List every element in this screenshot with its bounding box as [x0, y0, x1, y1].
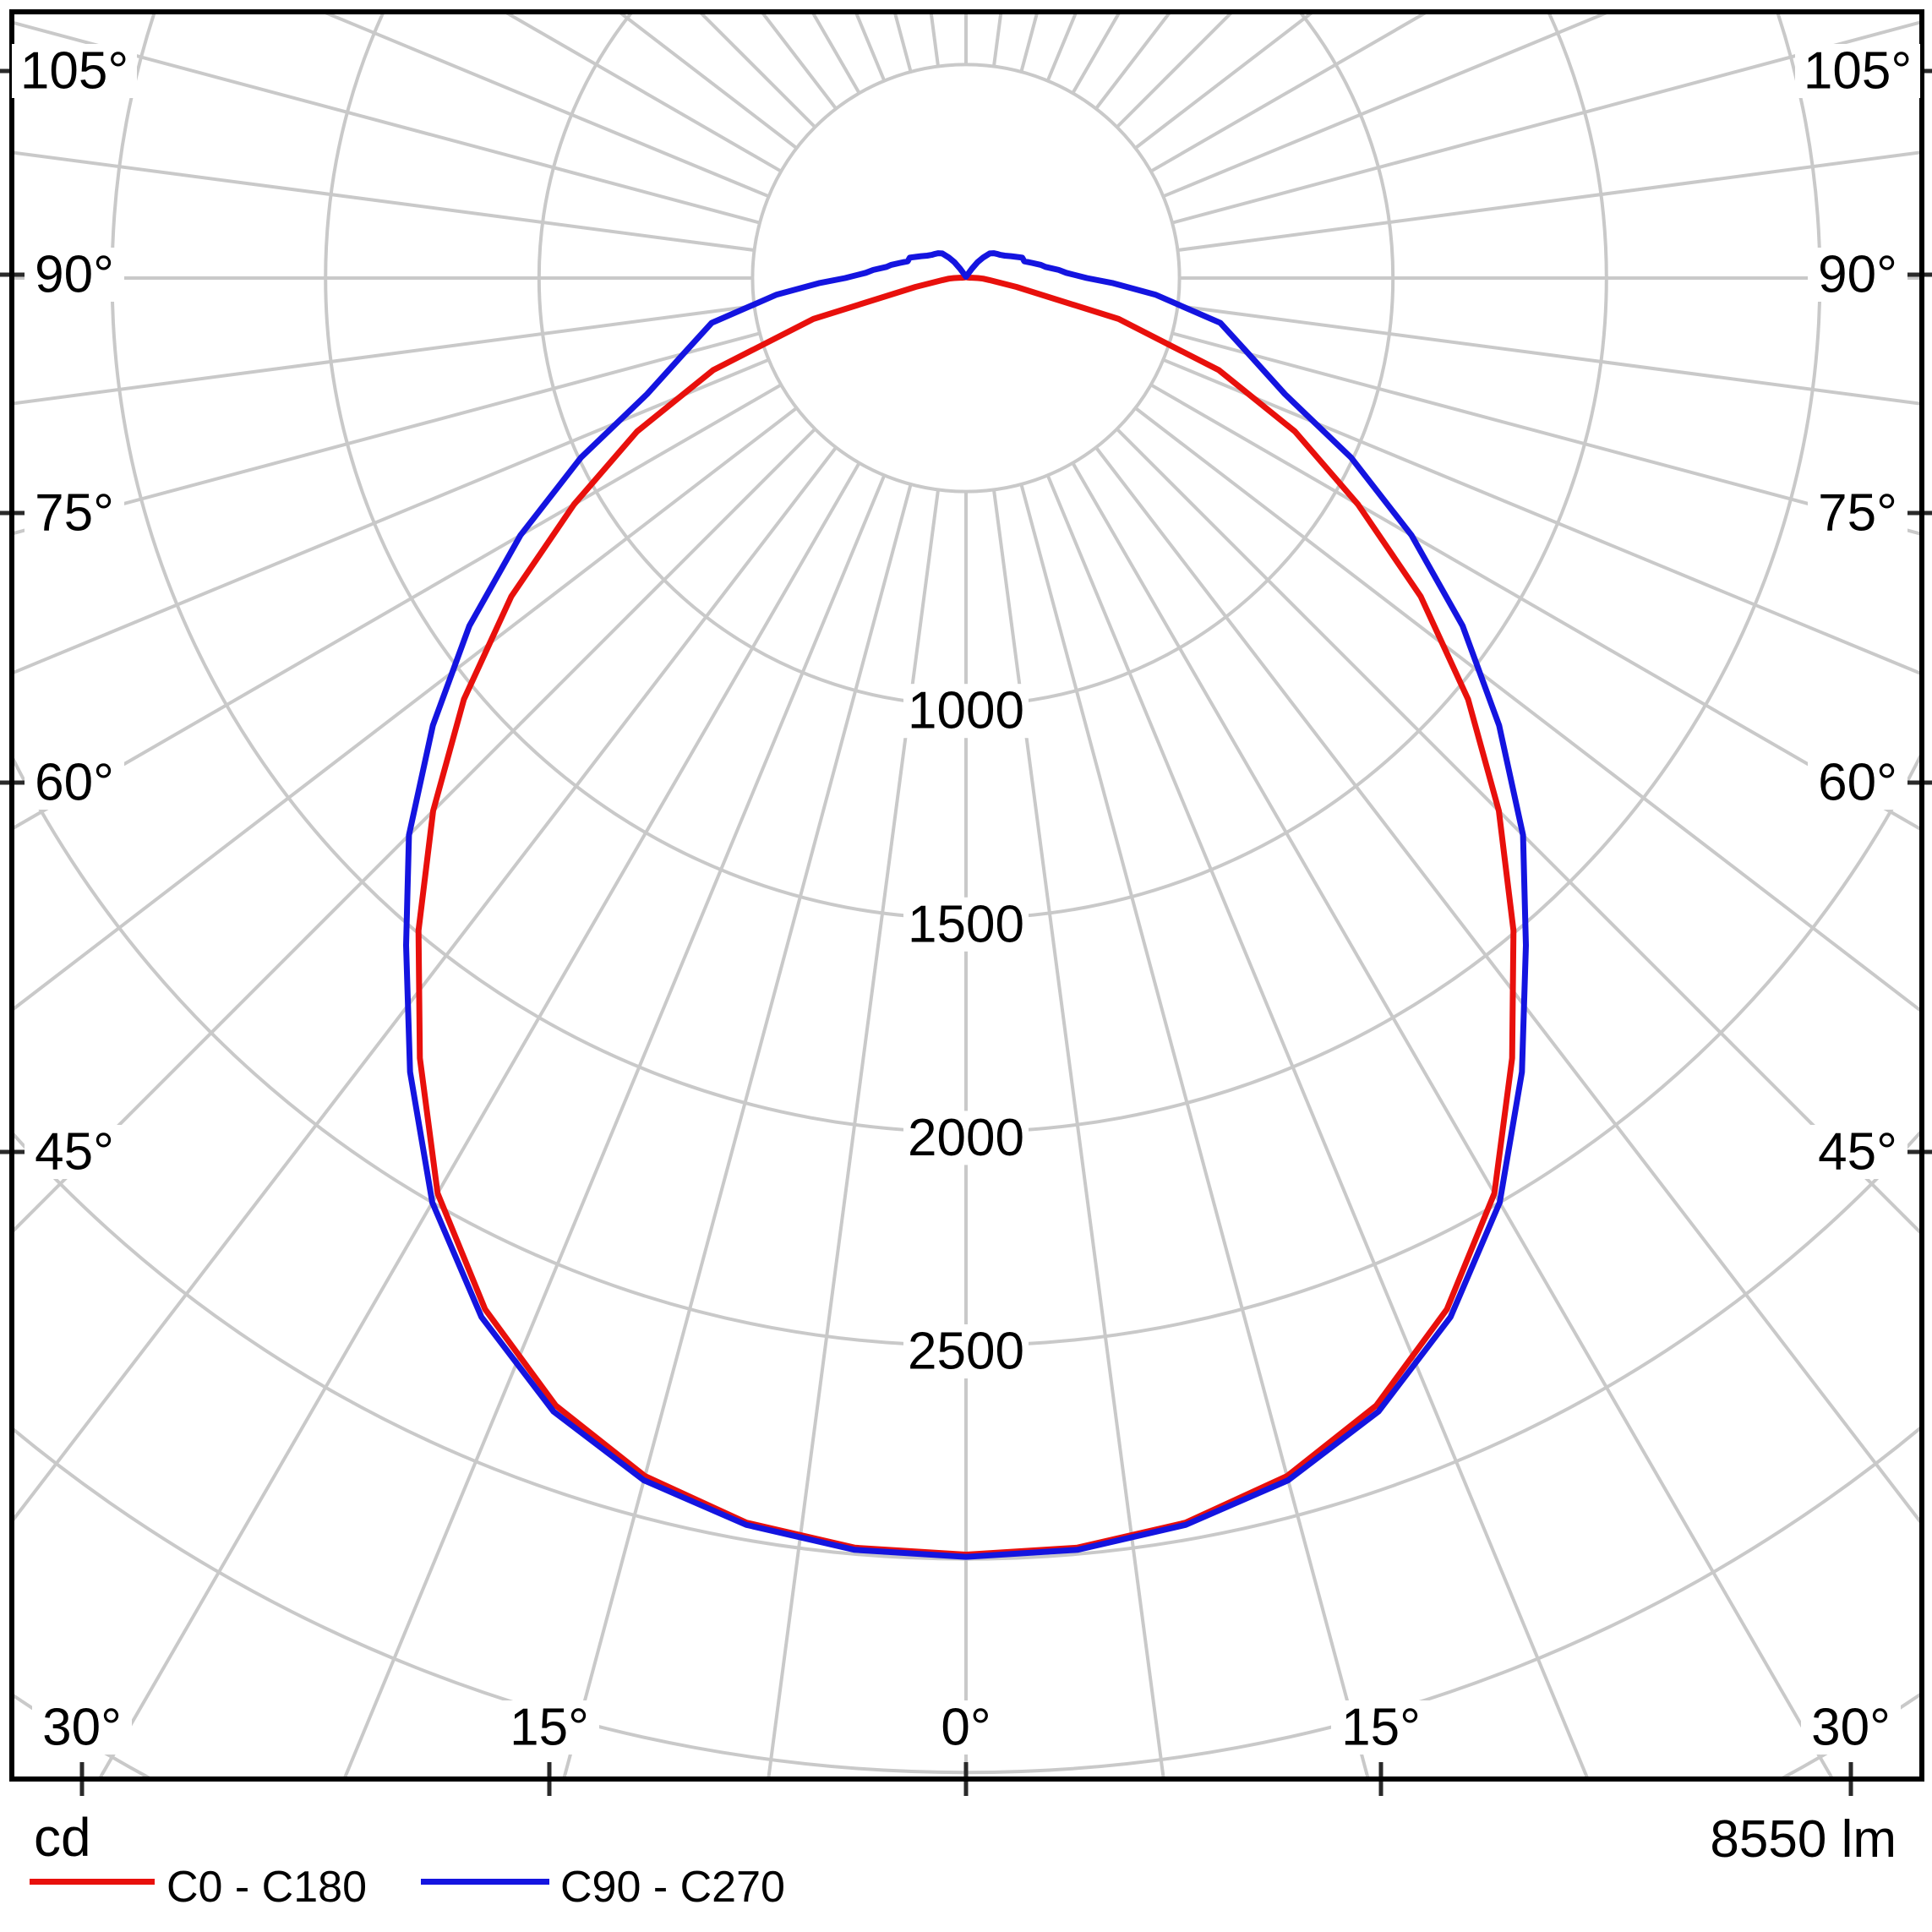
- angle-label-bottom-4-30-text: 30°: [1811, 1699, 1891, 1757]
- grid-radial-line: [97, 461, 861, 1779]
- grid-radial-line: [1134, 407, 1922, 1014]
- grid-ring-500: [750, 63, 1182, 494]
- ring-label-2500: 2500: [903, 1323, 1029, 1381]
- angle-label-right-105: 105°: [1795, 42, 1920, 101]
- angle-label-left-45-text: 45°: [35, 1123, 114, 1182]
- angle-label-left-75-text: 75°: [35, 484, 114, 543]
- angle-label-bottom-1-15: 15°: [499, 1699, 599, 1757]
- angle-label-left-105-bg: [12, 44, 137, 98]
- angle-label-bottom-2-0-bg: [929, 1700, 1003, 1755]
- ring-label-1000-text: 1000: [908, 682, 1024, 740]
- legend-swatch-c0-c180: [30, 1879, 155, 1885]
- angle-label-bottom-2-0-text: 0°: [941, 1699, 991, 1757]
- angle-label-right-45-text: 45°: [1818, 1123, 1897, 1182]
- angle-label-right-105-text: 105°: [1804, 42, 1912, 101]
- angle-label-right-90-text: 90°: [1818, 246, 1897, 304]
- ring-label-2000: 2000: [903, 1109, 1029, 1167]
- grid-radial-line: [12, 383, 783, 832]
- angle-label-right-60-text: 60°: [1818, 754, 1897, 812]
- grid-radial-line: [1177, 303, 1922, 406]
- ring-label-1000: 1000: [903, 682, 1029, 740]
- angle-label-bottom-3-15: 15°: [1331, 1699, 1431, 1757]
- grid-radial-line: [342, 474, 887, 1779]
- angle-label-bottom-0-30: 30°: [32, 1699, 132, 1757]
- angle-label-bottom-1-15-text: 15°: [510, 1699, 589, 1757]
- grid-radial-line: [767, 489, 941, 1779]
- angle-label-bottom-4-30-bg: [1801, 1700, 1901, 1755]
- angle-label-left-45-bg: [25, 1125, 124, 1179]
- ring-label-2500-bg: [903, 1324, 1029, 1378]
- angle-label-left-90-bg: [25, 248, 124, 302]
- grid-radial-line: [1171, 19, 1922, 225]
- angle-label-left-60: 60°: [25, 754, 124, 812]
- unit-label: cd: [34, 1807, 91, 1868]
- angle-label-right-75: 75°: [1808, 484, 1907, 543]
- grid-radial-line: [1162, 357, 1922, 676]
- ring-label-1500: 1500: [903, 895, 1029, 953]
- grid-radial-line: [12, 150, 755, 253]
- grid-radial-line: [12, 331, 761, 536]
- angle-label-left-75-bg: [25, 486, 124, 540]
- angle-label-left-90: 90°: [25, 246, 124, 304]
- grid-radial-line: [12, 446, 838, 1525]
- angle-label-bottom-0-30-text: 30°: [42, 1699, 122, 1757]
- angle-label-right-90-bg: [1808, 248, 1907, 302]
- angle-label-bottom-0-30-bg: [32, 1700, 132, 1755]
- curve-c90-c270: [403, 250, 1529, 1560]
- angle-label-right-90: 90°: [1808, 246, 1907, 304]
- angle-label-bottom-1-15-bg: [499, 1700, 599, 1755]
- flux-label: 8550 lm: [1710, 1810, 1897, 1869]
- angle-label-right-105-bg: [1795, 44, 1920, 98]
- legend-swatch-c90-c270: [421, 1879, 549, 1885]
- grid-radial-line: [1071, 461, 1835, 1779]
- angle-label-left-45: 45°: [25, 1123, 124, 1182]
- grid-radial-line: [12, 20, 761, 225]
- legend-label-c0-c180: C0 - C180: [166, 1863, 367, 1912]
- angle-label-right-60-bg: [1808, 756, 1907, 810]
- angle-label-bottom-3-15-bg: [1331, 1700, 1431, 1755]
- grid-radial-line: [1162, 12, 1613, 199]
- angle-label-bottom-2-0: 0°: [929, 1699, 1003, 1757]
- grid-radial-line: [1019, 483, 1370, 1779]
- angle-label-left-105: 105°: [12, 42, 137, 101]
- angle-label-right-75-bg: [1808, 486, 1907, 540]
- angle-label-right-75-text: 75°: [1818, 484, 1897, 543]
- grid-radial-line: [12, 357, 770, 675]
- angle-label-right-60: 60°: [1808, 754, 1907, 812]
- legend-label-c90-c270: C90 - C270: [560, 1863, 785, 1912]
- grid-radial-line: [1177, 150, 1922, 253]
- plot-border: [9, 9, 1924, 1782]
- angle-label-left-60-bg: [25, 756, 124, 810]
- grid-radial-line: [1116, 428, 1922, 1236]
- angle-label-left-105-text: 105°: [20, 42, 128, 101]
- grid-radial-line: [1045, 474, 1590, 1779]
- grid-radial-line: [319, 12, 770, 199]
- ring-label-2000-text: 2000: [908, 1109, 1024, 1167]
- ring-label-2500-text: 2500: [908, 1323, 1024, 1381]
- angle-label-right-45-bg: [1808, 1125, 1907, 1179]
- ring-label-1500-text: 1500: [908, 895, 1024, 953]
- grid-radial-line: [1149, 383, 1922, 832]
- ring-label-2000-bg: [903, 1111, 1029, 1165]
- angle-label-right-45: 45°: [1808, 1123, 1907, 1182]
- grid-radial-line: [562, 483, 913, 1779]
- ring-label-1000-bg: [903, 684, 1029, 739]
- grid-radial-line: [12, 407, 798, 1012]
- angle-label-left-90-text: 90°: [35, 246, 114, 304]
- angle-label-bottom-3-15-text: 15°: [1341, 1699, 1421, 1757]
- grid-radial-line: [12, 303, 755, 406]
- angle-label-bottom-4-30: 30°: [1801, 1699, 1901, 1757]
- grid-radial-line: [1094, 446, 1922, 1527]
- grid-radial-line: [12, 428, 816, 1235]
- angle-label-left-75: 75°: [25, 484, 124, 543]
- angle-label-left-60-text: 60°: [35, 754, 114, 812]
- ring-label-1500-bg: [903, 897, 1029, 952]
- grid-radial-line: [1171, 331, 1922, 537]
- grid-radial-line: [991, 489, 1165, 1779]
